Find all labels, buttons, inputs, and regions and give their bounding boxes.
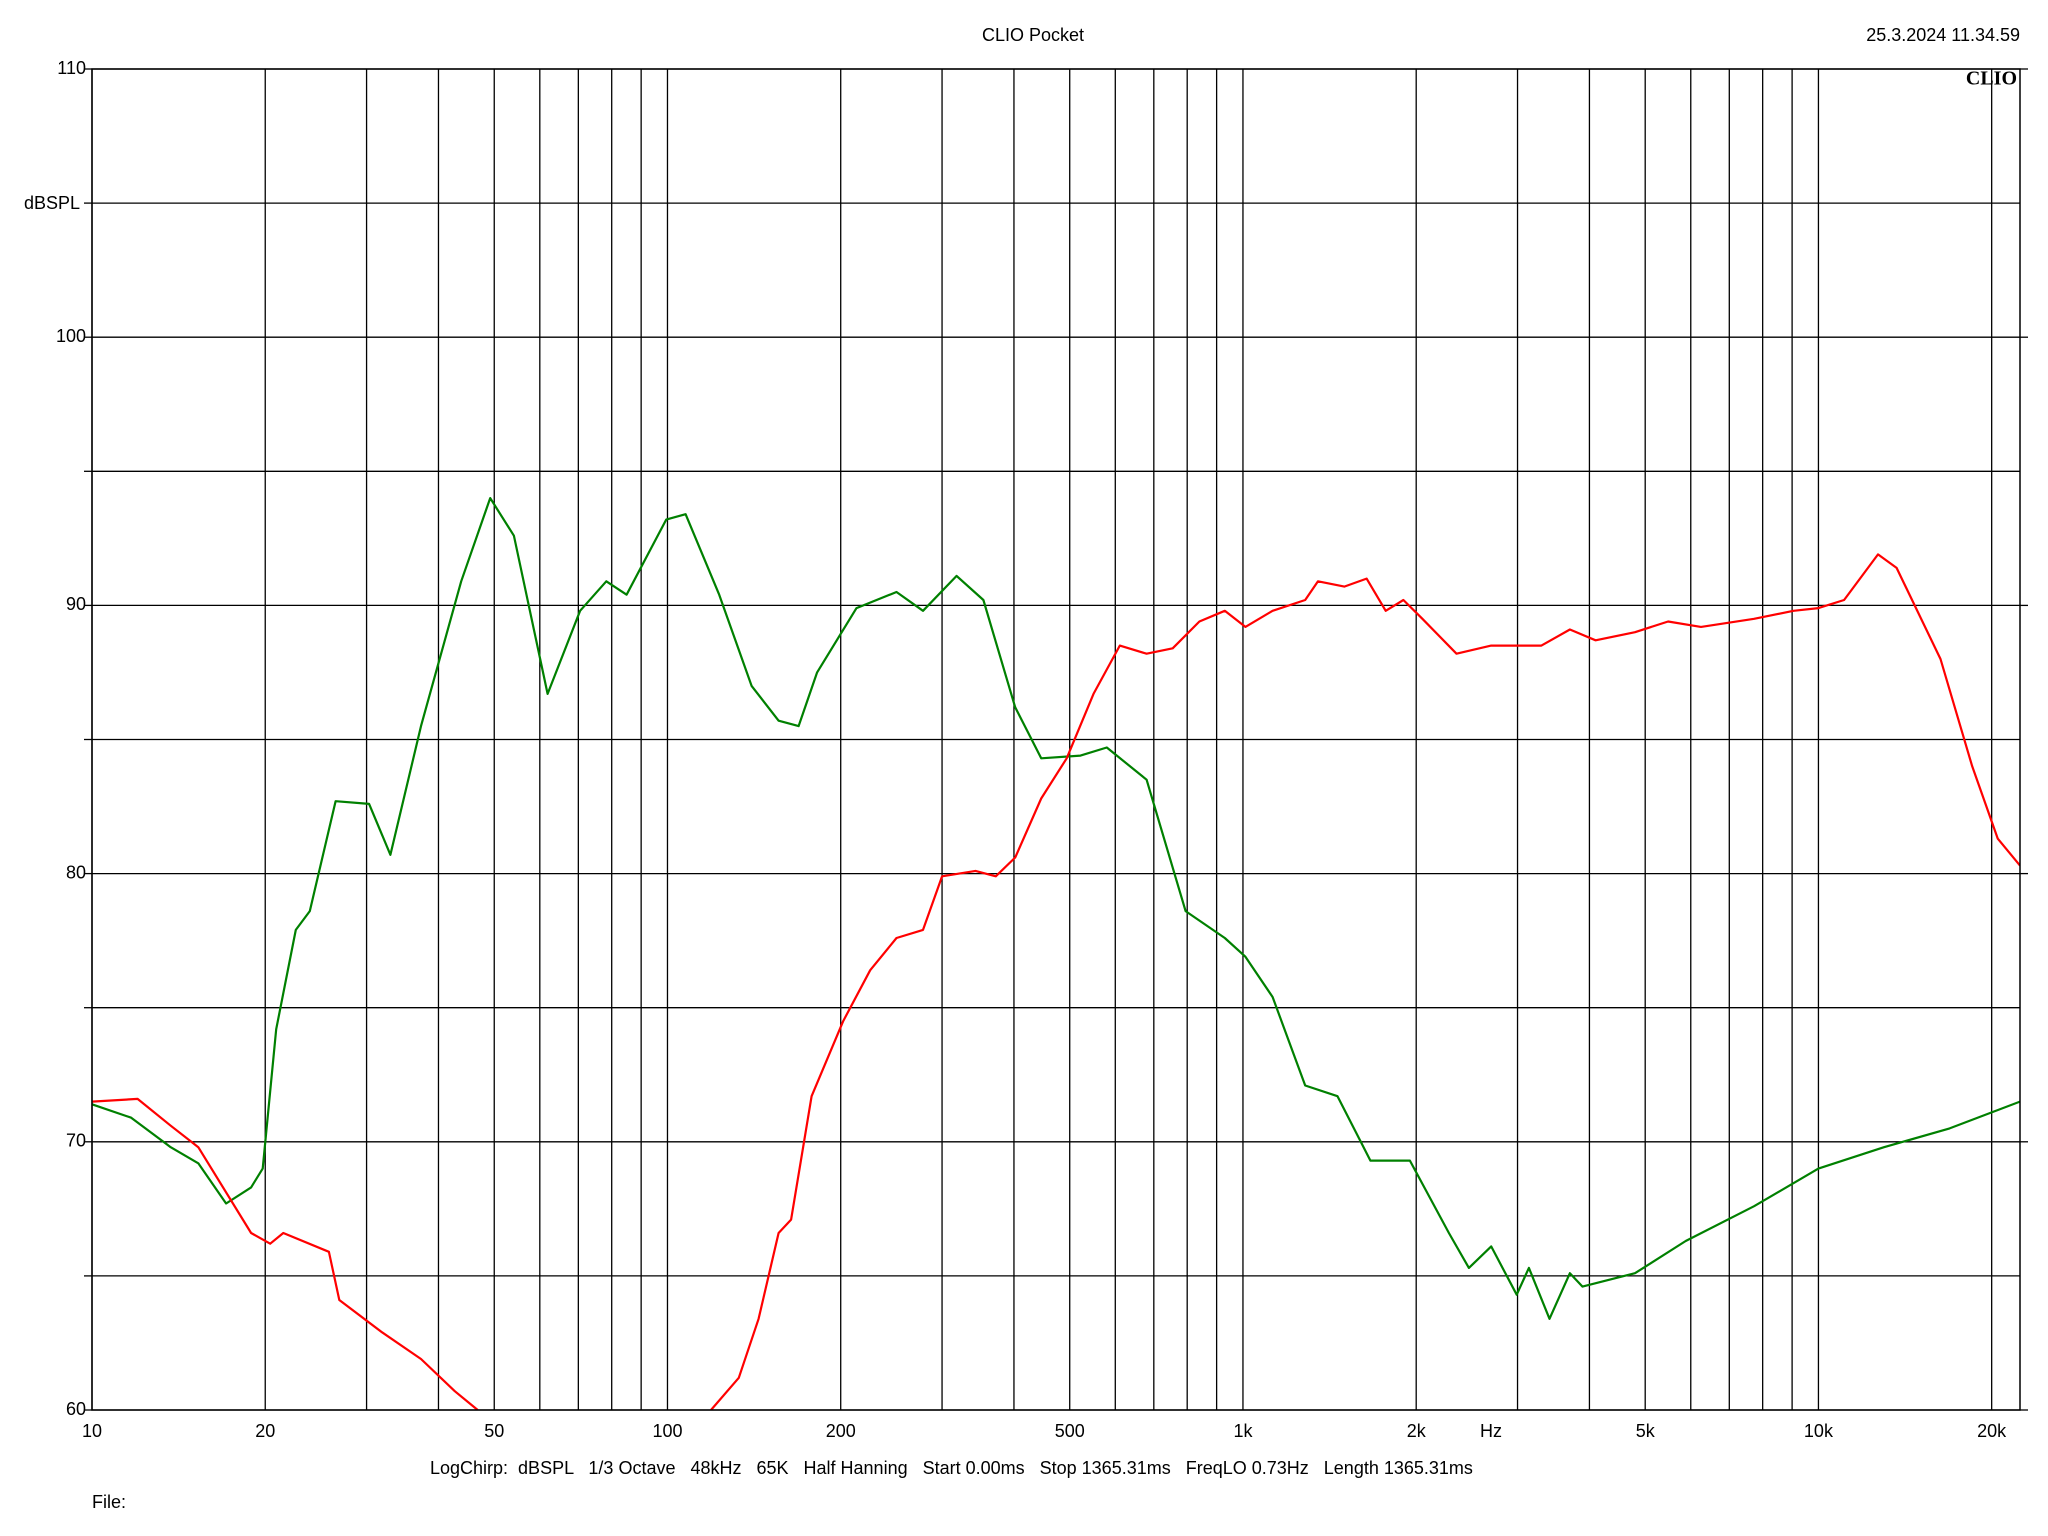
settings-line: LogChirp: dBSPL 1/3 Octave 48kHz 65K Hal…	[430, 1458, 1473, 1478]
grid: 60 70 80 90 100 110 10 20 50 100 200 500 1k 2k 5k 10k 20…	[56, 58, 2028, 1441]
x-tick-label: 20	[255, 1421, 275, 1441]
timestamp: 25.3.2024 11.34.59	[1866, 25, 2020, 45]
y-tick-label: 100	[56, 326, 86, 346]
x-tick-label: 10	[82, 1421, 102, 1441]
x-tick-label: 500	[1055, 1421, 1085, 1441]
x-axis-label: Hz	[1480, 1421, 1502, 1441]
series-line	[92, 497, 2020, 1320]
y-axis-label: dBSPL	[24, 193, 80, 213]
y-tick-label: 60	[66, 1399, 86, 1419]
series-line	[92, 553, 2020, 1410]
x-tick-label: 2k	[1407, 1421, 1427, 1441]
x-tick-label: 200	[826, 1421, 856, 1441]
y-tick-label: 90	[66, 594, 86, 614]
y-tick-label: 70	[66, 1131, 86, 1151]
x-tick-label: 5k	[1636, 1421, 1656, 1441]
y-tick-label: 80	[66, 862, 86, 882]
x-tick-label: 20k	[1977, 1421, 2007, 1441]
x-tick-label: 50	[484, 1421, 504, 1441]
x-tick-label: 100	[652, 1421, 682, 1441]
x-tick-label: 10k	[1804, 1421, 1834, 1441]
x-tick-label: 1k	[1233, 1421, 1253, 1441]
plot-frame	[91, 68, 2021, 1411]
chart-title: CLIO Pocket	[982, 25, 1084, 45]
y-tick-label: 110	[57, 58, 86, 78]
file-label: File:	[92, 1492, 126, 1512]
plot-area	[92, 497, 2020, 1410]
